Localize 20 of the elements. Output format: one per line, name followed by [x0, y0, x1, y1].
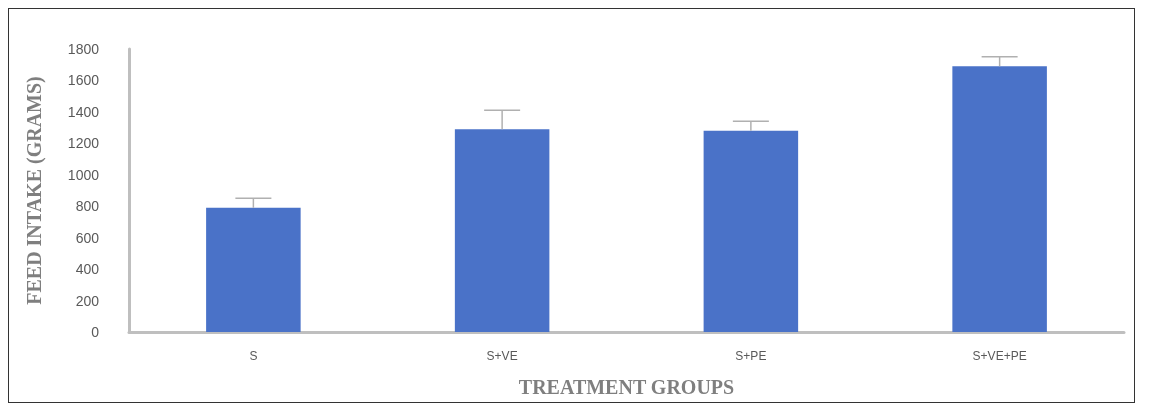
y-tick-label: 800 — [75, 198, 100, 215]
x-tick-label: S — [249, 349, 258, 363]
y-tick-label: 400 — [75, 261, 100, 278]
x-tick-label: S+PE — [735, 349, 767, 363]
y-tick-label: 1800 — [67, 41, 100, 57]
x-tick-label: S+VE+PE — [972, 349, 1027, 363]
y-tick-label: 600 — [75, 229, 100, 246]
y-tick-label: 1400 — [67, 103, 100, 120]
y-tick-label: 200 — [75, 292, 100, 309]
y-axis-title: FEED INTAKE (GRAMS) — [23, 76, 46, 305]
x-axis-title: TREATMENT GROUPS — [518, 376, 735, 398]
bar — [952, 66, 1047, 332]
bar — [206, 207, 301, 332]
y-tick-label: 1000 — [67, 166, 100, 183]
y-tick-label: 0 — [91, 324, 100, 340]
bar — [454, 129, 550, 332]
x-tick-label: S+VE — [486, 349, 518, 363]
y-tick-label: 1200 — [67, 135, 100, 152]
y-tick-label: 1600 — [67, 72, 100, 89]
bar — [703, 130, 799, 332]
